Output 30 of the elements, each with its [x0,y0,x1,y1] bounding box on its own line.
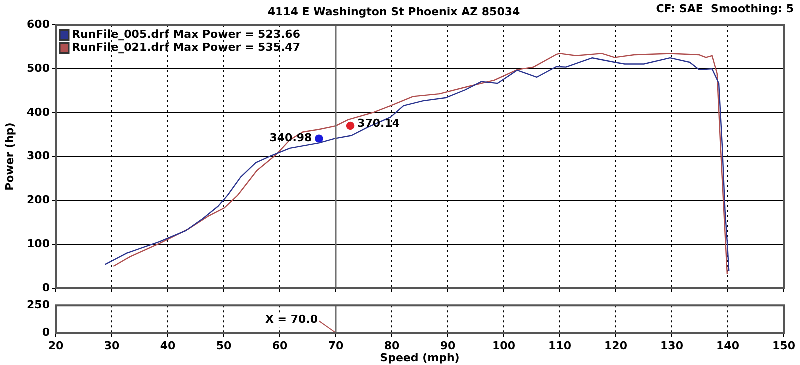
y-tick-label: 200 [27,194,50,207]
x-tick-label: 90 [440,339,456,352]
x-tick-label: 50 [216,339,232,352]
x-tick-label: 80 [384,339,400,352]
x-tick-label: 150 [772,339,796,352]
y-tick-label: 0 [42,281,50,294]
x-tick-label: 30 [104,339,120,352]
ref-line-label: X = 70.0 [266,313,318,326]
text: CF: SAE Smoothing: 5 [656,2,794,16]
y-tick-label: 300 [27,150,50,163]
y-tick-label: 600 [27,18,50,32]
y-tick-label: 500 [27,62,50,75]
legend-label: RunFile_021.drf Max Power = 535.47 [72,41,300,54]
x-tick-label: 130 [660,339,684,352]
y-tick-label: 250 [27,298,50,312]
x-tick-label: 70 [328,339,344,352]
y-tick-label: 0 [42,326,50,339]
x-tick-label: 140 [716,339,740,352]
x-axis-title: Speed (mph) [380,351,460,364]
y-tick-label: 400 [27,106,50,119]
x-tick-label: 60 [272,339,288,352]
y-tick-label: 100 [27,237,50,250]
x-tick-label: 120 [604,339,628,352]
legend-label: RunFile_005.drf Max Power = 523.66 [72,28,301,42]
x-tick-label: 20 [48,339,64,352]
x-tick-label: 40 [160,339,176,352]
x-tick-label: 110 [548,339,572,352]
y-axis-title: Power (hp) [3,122,16,191]
chart-title: 4114 E Washington St Phoenix AZ 85034 [268,5,520,18]
x-tick-label: 100 [492,339,516,352]
